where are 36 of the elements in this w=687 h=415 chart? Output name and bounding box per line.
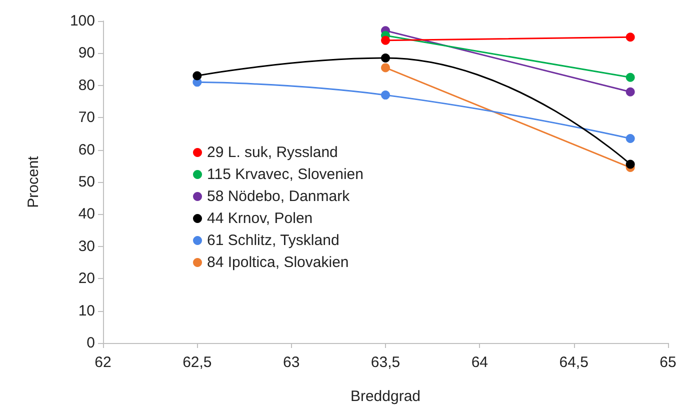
legend-label: 58 Nödebo, Danmark [207, 188, 350, 205]
y-tick-label: 10 [78, 302, 95, 320]
y-tick-label: 60 [78, 141, 95, 158]
point [381, 90, 390, 100]
x-tick-label: 64,5 [559, 354, 588, 371]
y-tick-label: 40 [78, 206, 95, 223]
y-tick-label: 20 [78, 270, 95, 288]
y-tick-label: 80 [78, 76, 95, 94]
y-tick-label: 70 [78, 109, 95, 126]
y-axis-title: Procent [25, 155, 42, 208]
legend-label: 29 L. suk, Ryssland [207, 144, 338, 161]
point [626, 32, 635, 42]
point [626, 72, 635, 82]
point [381, 36, 390, 45]
legend-label: 115 Krvavec, Slovenien [207, 166, 364, 183]
point [626, 160, 635, 169]
legend-label: 61 Schlitz, Tyskland [207, 232, 340, 249]
y-tick-label: 90 [78, 44, 95, 62]
x-tick-label: 63,5 [370, 354, 400, 371]
x-tick-label: 64 [471, 354, 488, 371]
point [192, 71, 202, 80]
x-tick-label: 65 [660, 354, 676, 371]
x-tick-label: 62,5 [182, 354, 212, 371]
legend-label: 84 Ipoltica, Slovakien [207, 254, 349, 271]
y-tick-label: 50 [78, 174, 95, 190]
y-tick-label: 0 [86, 334, 95, 352]
point [381, 63, 390, 72]
point [381, 54, 390, 63]
x-tick-label: 63 [282, 354, 300, 371]
x-axis-title: Breddgrad [350, 388, 421, 405]
y-tick-label: 30 [78, 238, 95, 255]
point [626, 87, 635, 96]
legend-label: 44 Krnov, Polen [207, 210, 313, 227]
y-tick-label: 100 [70, 12, 95, 30]
x-tick-label: 62 [94, 354, 112, 371]
point [626, 134, 635, 144]
